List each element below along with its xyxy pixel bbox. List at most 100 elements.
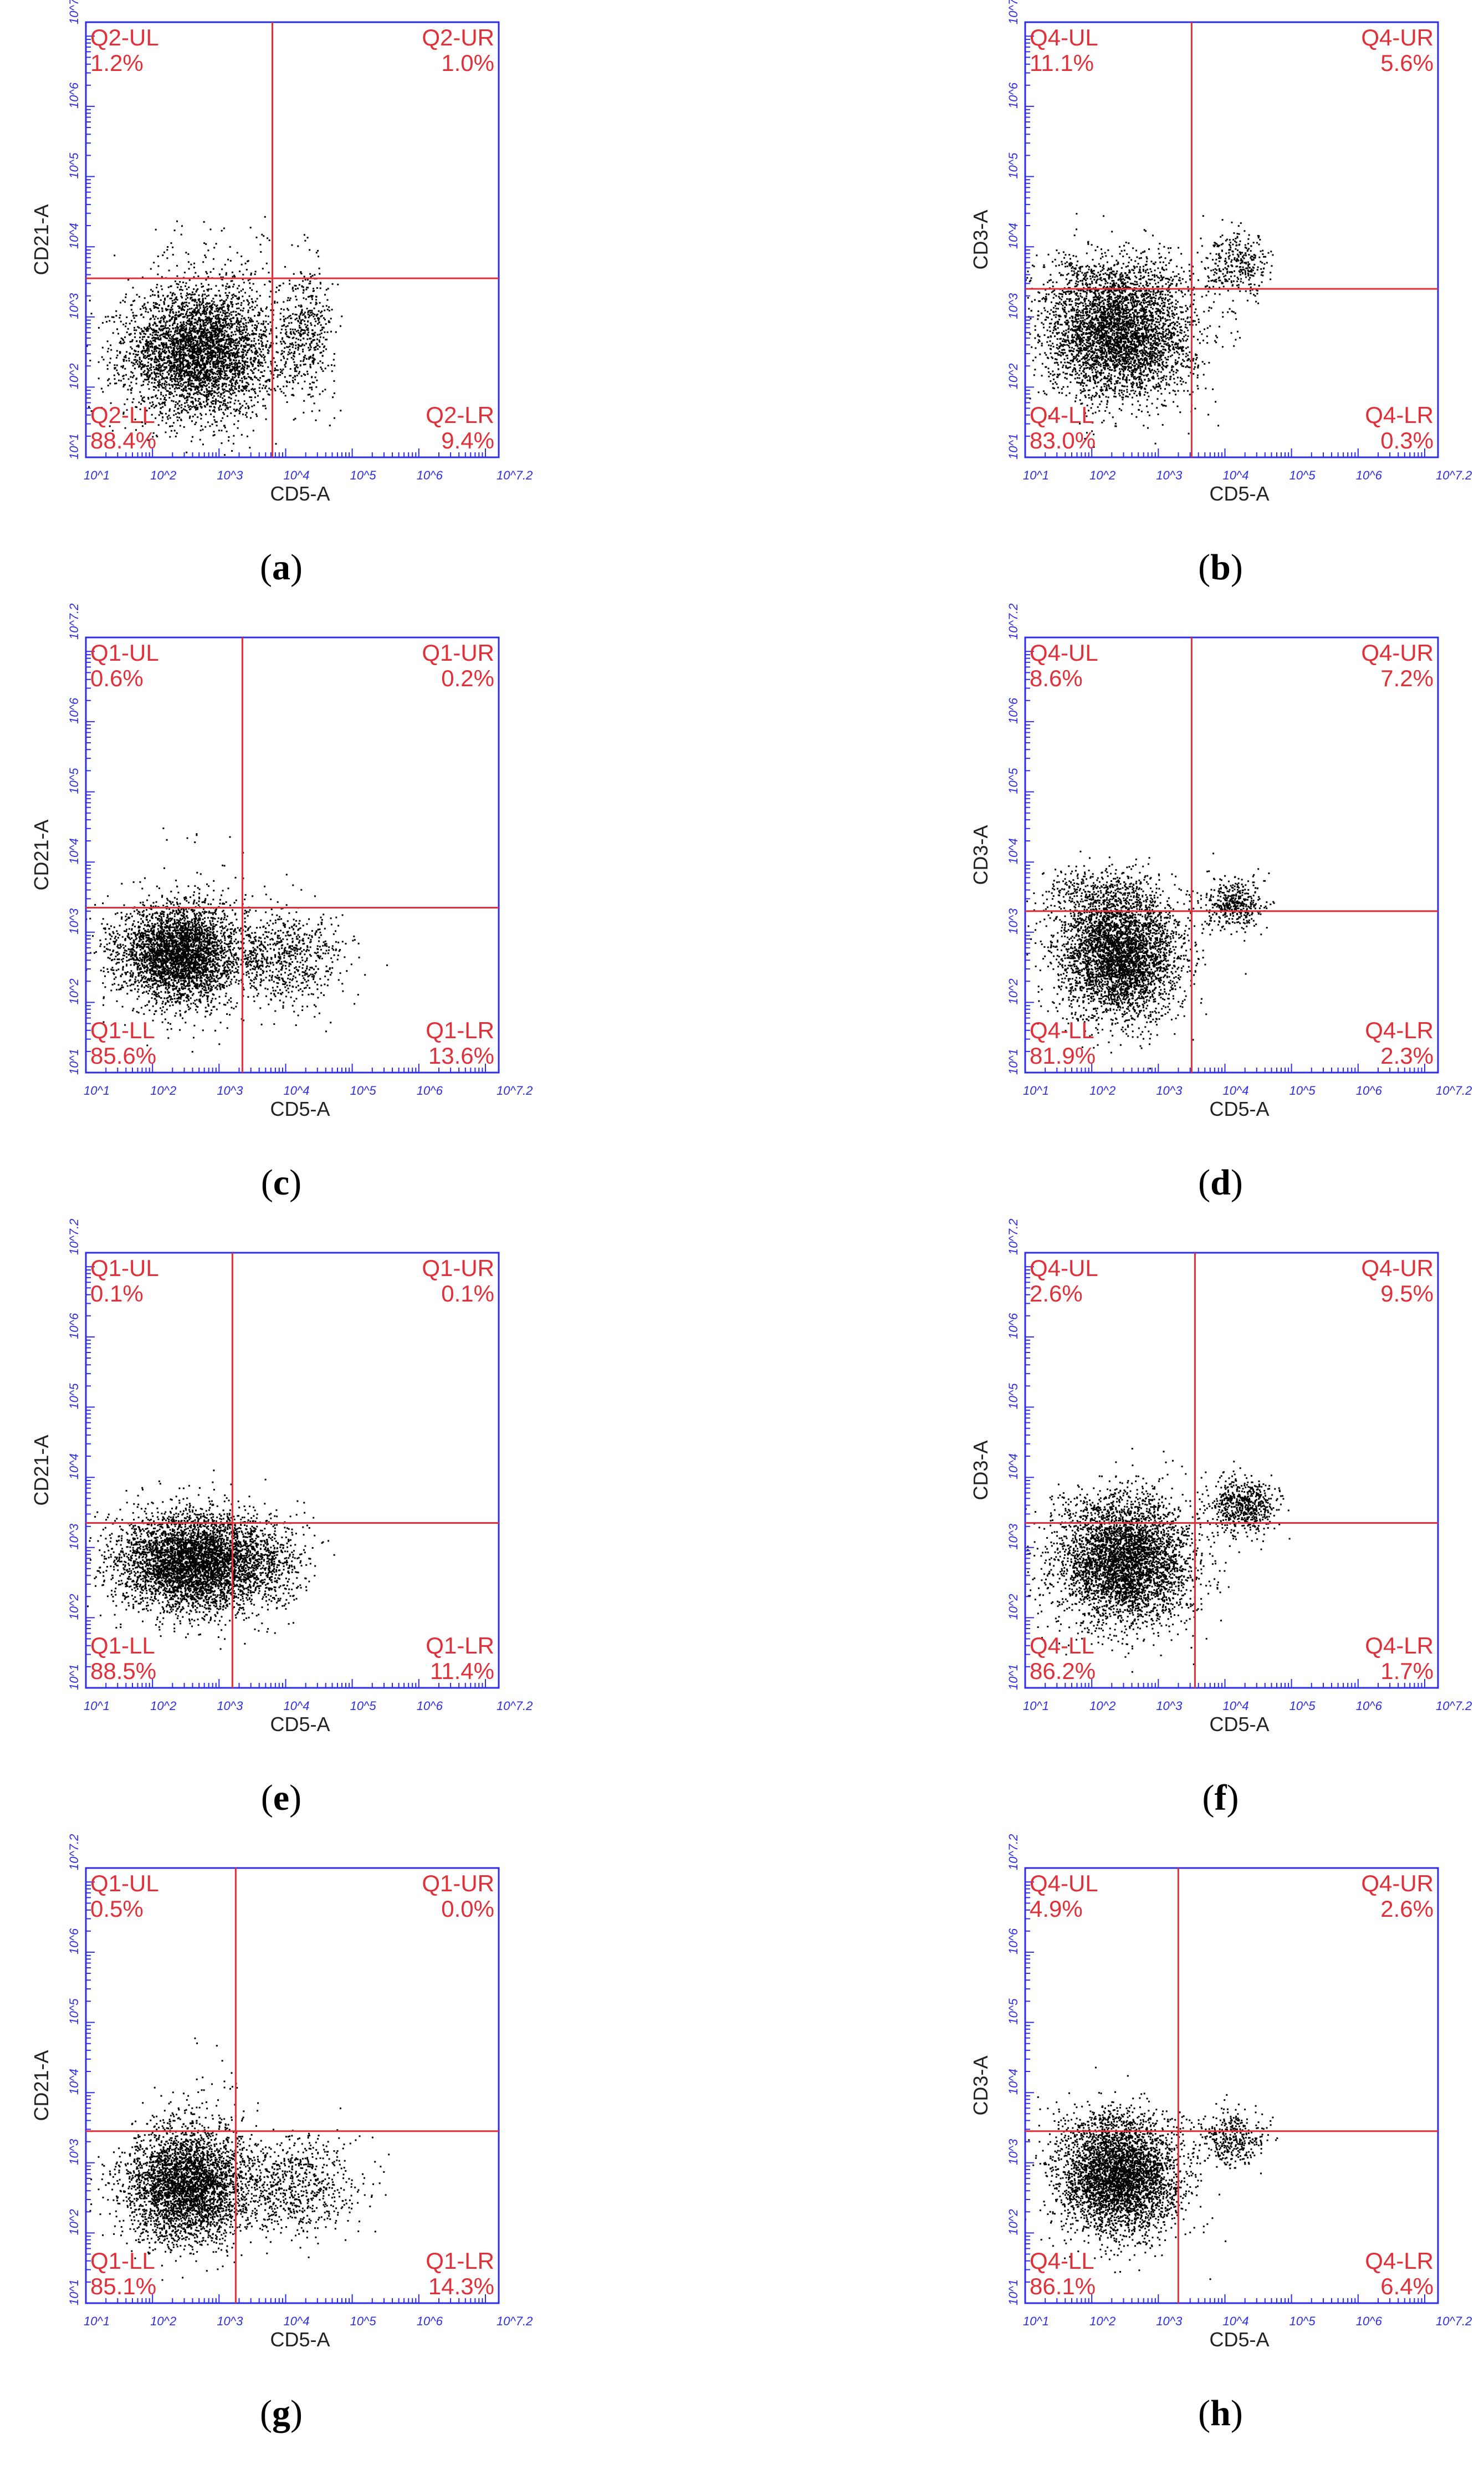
x-axis-title: CD5-A [270,1098,330,1120]
quadrant-name-ll: Q1-LL [90,1017,155,1043]
quadrant-percent-ll: 83.0% [1030,427,1096,453]
y-tick-label: 10^2 [1006,978,1020,1004]
x-tick-label: 10^6 [1356,1084,1383,1098]
quadrant-percent-ul: 2.6% [1030,1280,1083,1306]
y-tick-label: 10^4 [1006,223,1020,249]
panel-caption: (e) [261,1778,301,1818]
y-tick-label: 10^1 [1006,1664,1020,1690]
caption-letter: b [1210,547,1231,588]
y-tick-label: 10^7.2 [1006,1219,1020,1255]
quadrant-percent-ll: 86.2% [1030,1658,1096,1684]
y-tick-label: 10^5 [1006,768,1020,794]
quadrant-percent-lr: 11.4% [430,1658,494,1684]
x-tick-label: 10^3 [1156,2314,1183,2328]
quadrant-name-ur: Q1-UR [422,1870,494,1896]
x-tick-label: 10^7.2 [1436,1084,1472,1098]
x-tick-label: 10^4 [283,1699,309,1713]
y-tick-label: 10^3 [1006,908,1020,935]
scatter-points [1025,1448,1291,1673]
x-tick-label: 10^2 [1089,2314,1115,2328]
quadrant-percent-ur: 7.2% [1380,665,1434,691]
plot-frame [1024,21,1439,458]
x-tick-label: 10^6 [1356,1699,1383,1713]
quadrant-percent-ul: 0.1% [90,1280,144,1306]
quadrant-name-lr: Q4-LR [1365,1632,1434,1658]
caption-open: ( [1198,2393,1210,2433]
quadrant-percent-ll: 85.1% [90,2273,156,2299]
x-tick-label: 10^6 [417,1699,443,1713]
quadrant-percent-ul: 11.1% [1030,50,1094,76]
y-axis-title: CD3-A [969,1440,992,1500]
quadrant-name-ul: Q4-UL [1030,1870,1098,1896]
quadrant-percent-ul: 0.5% [90,1896,144,1922]
x-axis-title: CD5-A [270,482,330,505]
y-tick-label: 10^2 [67,978,81,1004]
caption-close: ) [1226,1778,1239,1818]
x-tick-label: 10^7.2 [497,1699,533,1713]
y-tick-label: 10^2 [67,363,81,389]
panel-h: 10^1 10^2 10^3 10^4 10^5 10^6 10^7.2 10^1 10^2 10… [969,1834,1472,2433]
y-tick-label: 10^4 [67,1453,81,1479]
x-tick-label: 10^4 [283,2314,309,2328]
x-axis-title: CD5-A [1210,2328,1270,2351]
axis-ticks [1025,1881,1425,2304]
data-points [1026,850,1275,1070]
panel-b: 10^1 10^2 10^3 10^4 10^5 10^6 10^7.2 10^1 10^2 10… [969,0,1472,588]
plot-frame [85,636,500,1074]
quadrant-name-lr: Q4-LR [1365,1017,1434,1043]
x-axis-title: CD5-A [1210,1098,1270,1120]
caption-open: ( [260,547,272,588]
y-tick-label: 10^1 [67,1664,81,1690]
plot-frame [85,1252,500,1689]
y-tick-label: 10^5 [1006,152,1020,179]
caption-open: ( [1202,1778,1215,1818]
y-tick-label: 10^3 [1006,293,1020,319]
plot-frame [85,21,500,458]
quadrant-percent-lr: 6.4% [1380,2273,1434,2299]
quadrant-name-ul: Q1-UL [90,640,159,666]
plot-frame [85,1867,500,2304]
caption-letter: h [1210,2393,1231,2433]
quadrant-name-ur: Q4-UR [1361,1870,1434,1896]
x-tick-label: 10^4 [1222,1084,1248,1098]
y-tick-label: 10^1 [1006,2279,1020,2305]
y-tick-label: 10^2 [1006,2209,1020,2235]
caption-letter: a [272,547,290,588]
quadrant-percent-ll: 85.6% [90,1043,156,1069]
caption-close: ) [289,1778,301,1818]
x-tick-label: 10^6 [1356,2314,1383,2328]
caption-open: ( [260,2393,272,2433]
panel-caption: (g) [260,2393,303,2433]
scatter-points [1025,213,1274,448]
y-tick-label: 10^5 [1006,1998,1020,2025]
panel-caption: (f) [1202,1778,1239,1818]
x-tick-label: 10^1 [1023,2314,1049,2328]
panel-caption: (a) [260,547,303,588]
x-tick-label: 10^1 [1023,1084,1049,1098]
quadrant-percent-ll: 88.5% [90,1658,156,1684]
y-tick-label: 10^1 [1006,433,1020,460]
y-tick-label: 10^6 [1006,1928,1020,1954]
quadrant-percent-ur: 1.0% [441,50,494,76]
axis-ticks [85,35,486,458]
x-tick-label: 10^6 [417,2314,443,2328]
y-tick-label: 10^4 [67,2069,81,2095]
y-tick-label: 10^3 [67,908,81,935]
quadrant-percent-ur: 2.6% [1380,1896,1434,1922]
data-points [1025,213,1274,448]
y-tick-label: 10^1 [1006,1049,1020,1075]
x-tick-label: 10^2 [150,2314,176,2328]
y-tick-label: 10^5 [67,1383,81,1410]
x-tick-label: 10^4 [1222,1699,1248,1713]
caption-letter: e [273,1778,289,1818]
y-tick-label: 10^3 [1006,2139,1020,2165]
x-axis-title: CD5-A [1210,482,1270,505]
caption-letter: f [1215,1778,1227,1818]
axis-ticks [1025,35,1425,458]
y-tick-label: 10^5 [67,1998,81,2025]
quadrant-name-ul: Q2-UL [90,24,159,50]
scatter-points [86,827,388,1053]
quadrant-name-lr: Q2-LR [426,402,494,428]
quadrant-name-lr: Q4-LR [1365,2248,1434,2274]
y-axis-title: CD3-A [969,210,992,269]
